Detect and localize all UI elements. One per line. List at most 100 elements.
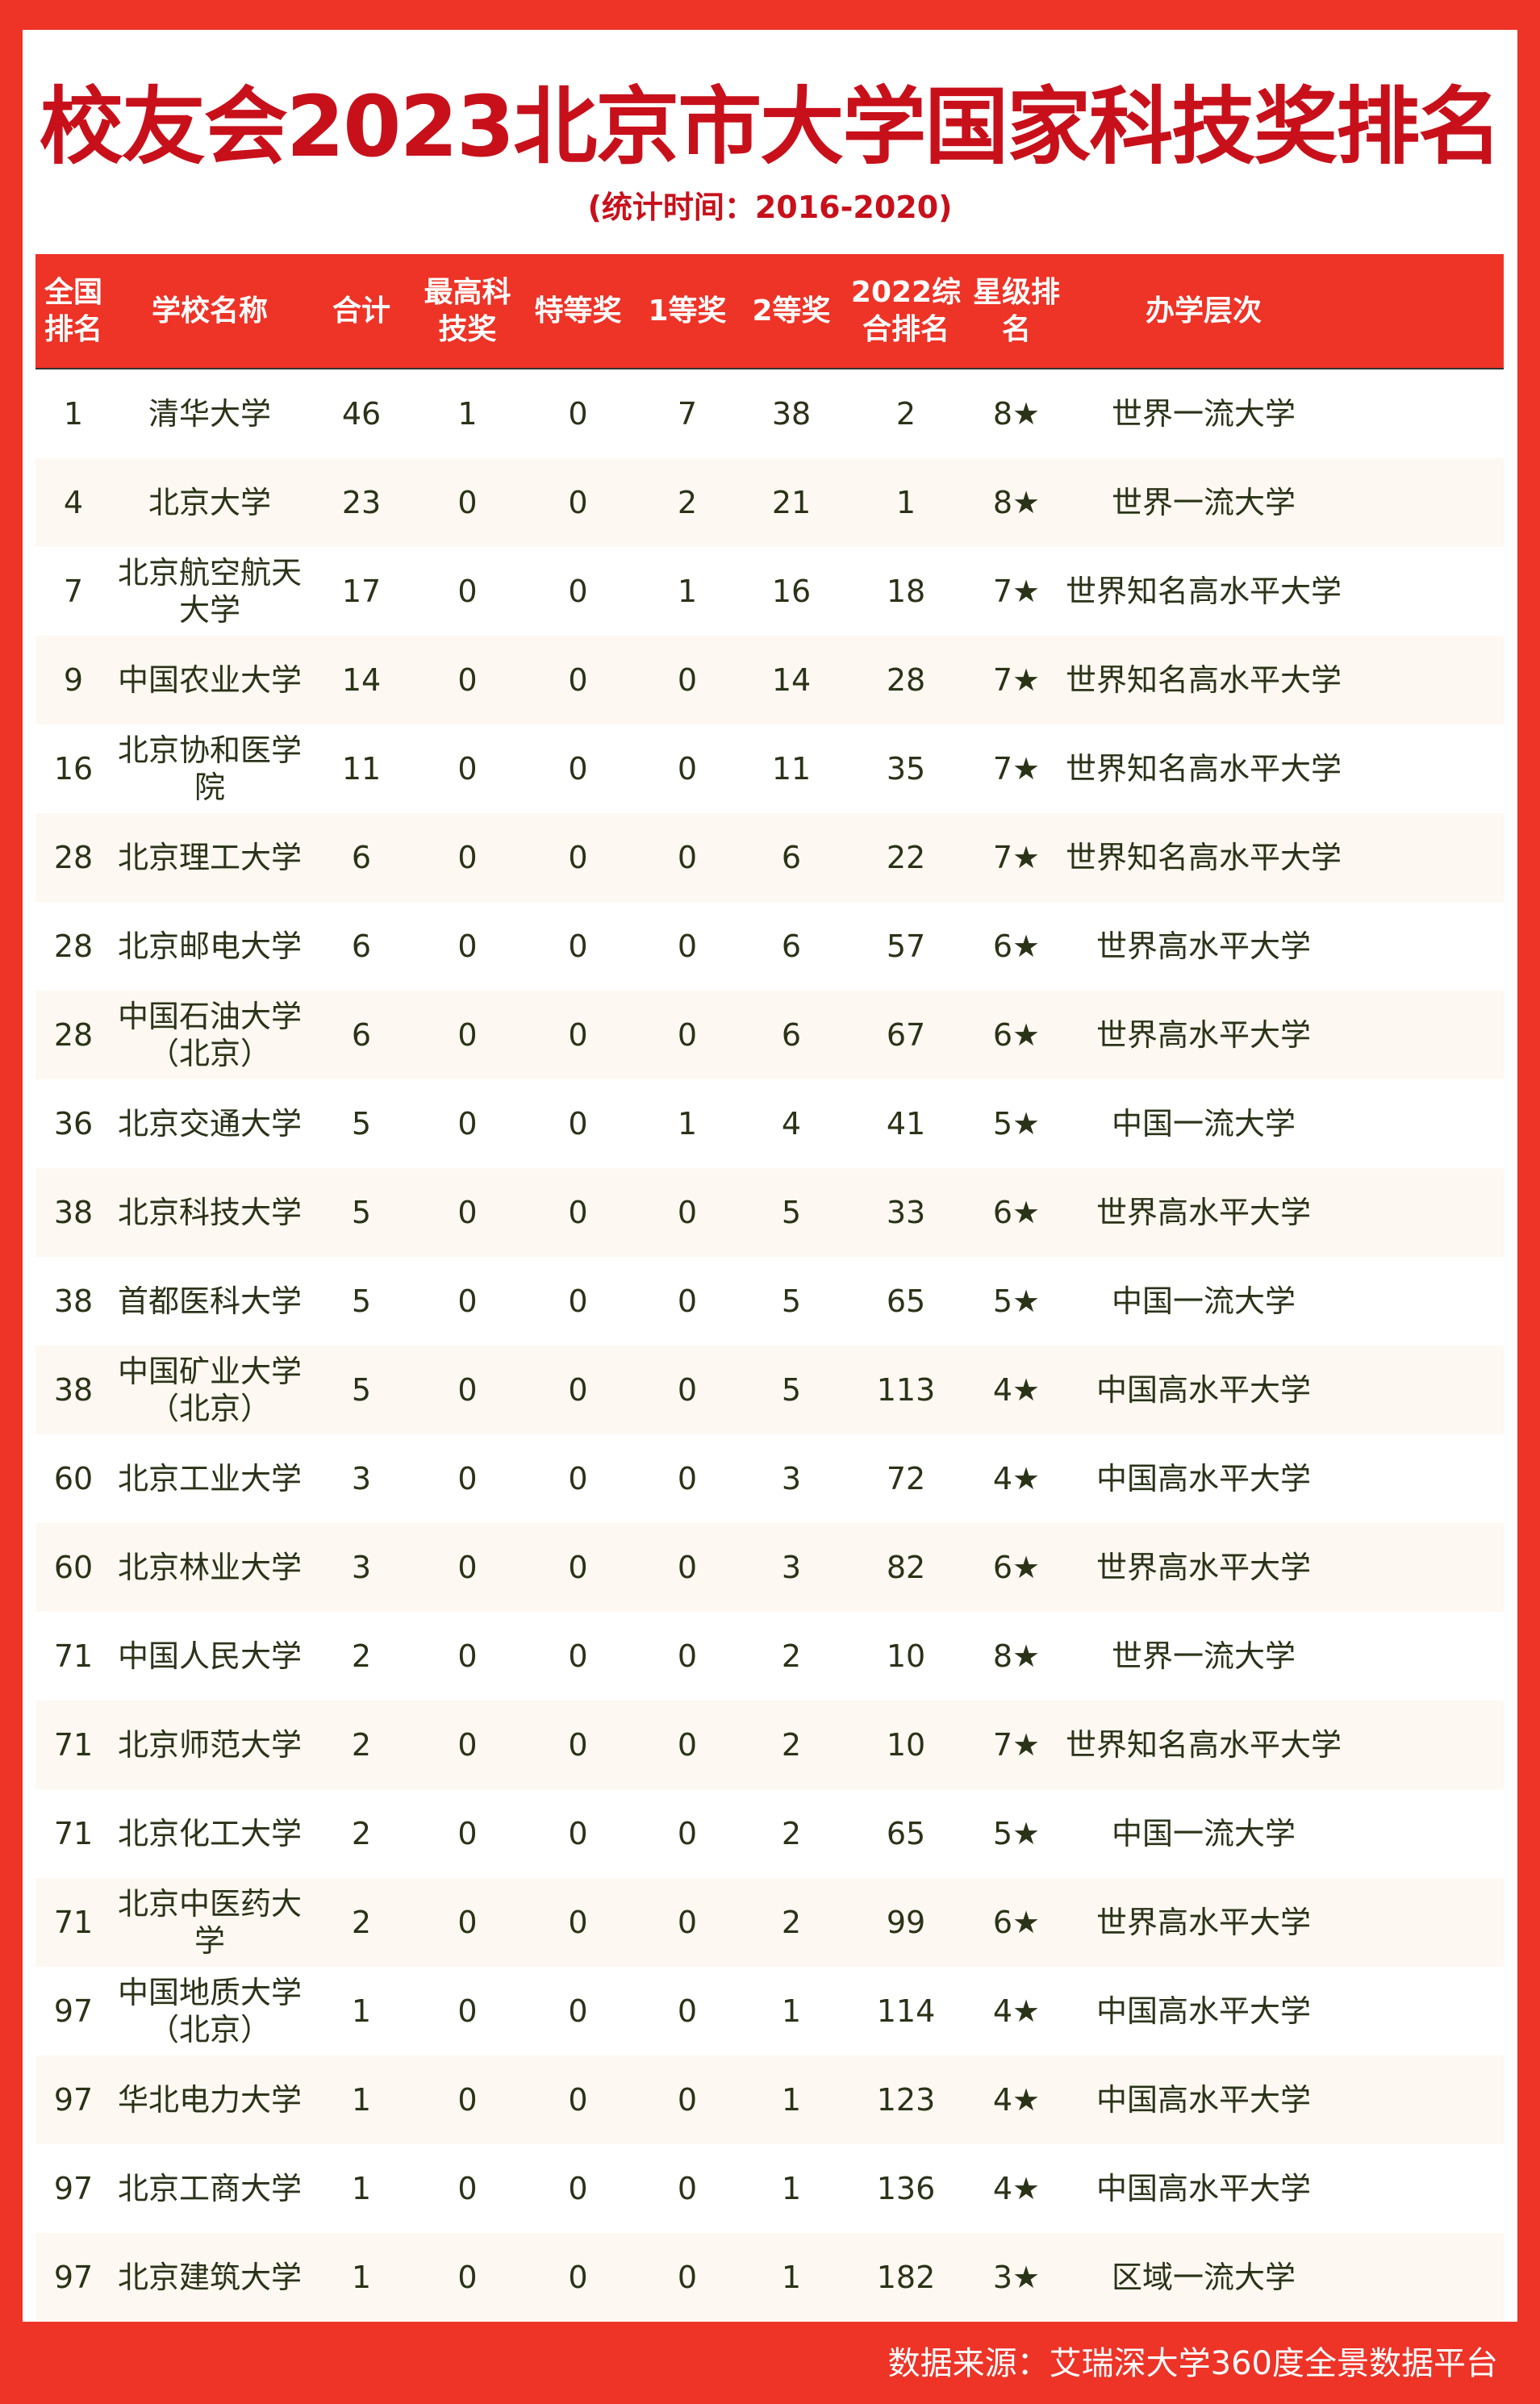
cell-second-prize: 1 bbox=[781, 2082, 802, 2118]
cell-rank-2022: 57 bbox=[886, 929, 926, 964]
header-first-prize: 1等奖 bbox=[648, 294, 727, 328]
cell-school-name: 北京建筑大学 bbox=[117, 2260, 302, 2295]
cell-special-prize: 0 bbox=[568, 1195, 588, 1230]
header-rank-2022: 2022综合排名 bbox=[850, 275, 962, 346]
cell-special-prize: 0 bbox=[568, 2260, 588, 2295]
cell-first-prize: 0 bbox=[677, 1993, 698, 2029]
cell-first-prize: 0 bbox=[677, 1816, 698, 1851]
table-row: 60 北京工业大学 3 0 0 0 3 72 4★ 中国高水平大学 bbox=[35, 1434, 1504, 1523]
cell-rank: 1 bbox=[63, 396, 84, 432]
cell-top-award: 0 bbox=[457, 1461, 478, 1496]
cell-rank: 97 bbox=[53, 2260, 94, 2295]
cell-special-prize: 0 bbox=[568, 485, 588, 520]
cell-first-prize: 0 bbox=[677, 2260, 698, 2295]
cell-rank: 28 bbox=[53, 929, 94, 964]
cell-second-prize: 4 bbox=[781, 1106, 802, 1141]
cell-rank-2022: 72 bbox=[886, 1461, 926, 1496]
cell-star-level: 6★ bbox=[992, 1017, 1041, 1053]
page-subtitle: (统计时间：2016-2020) bbox=[587, 190, 953, 225]
cell-rank: 16 bbox=[53, 751, 94, 787]
cell-second-prize: 38 bbox=[771, 396, 812, 432]
cell-rank-2022: 10 bbox=[886, 1727, 926, 1763]
cell-star-level: 7★ bbox=[992, 574, 1041, 609]
cell-rank: 60 bbox=[53, 1550, 94, 1585]
cell-first-prize: 1 bbox=[677, 574, 698, 609]
table-row: 97 中国地质大学（北京） 1 0 0 0 1 114 4★ 中国高水平大学 bbox=[35, 1967, 1504, 2056]
cell-school-level: 中国高水平大学 bbox=[1096, 1993, 1311, 2029]
cell-total: 1 bbox=[351, 2171, 372, 2206]
cell-special-prize: 0 bbox=[568, 396, 588, 432]
cell-first-prize: 0 bbox=[677, 662, 698, 698]
cell-top-award: 0 bbox=[457, 1638, 478, 1674]
cell-top-award: 0 bbox=[457, 1106, 478, 1141]
cell-school-name: 北京化工大学 bbox=[117, 1816, 302, 1851]
cell-school-level: 世界高水平大学 bbox=[1096, 1195, 1311, 1230]
cell-first-prize: 0 bbox=[677, 929, 698, 964]
cell-special-prize: 0 bbox=[568, 2082, 588, 2118]
cell-star-level: 4★ bbox=[992, 1461, 1041, 1496]
cell-school-level: 中国一流大学 bbox=[1111, 1106, 1296, 1141]
cell-school-name: 北京理工大学 bbox=[117, 840, 302, 875]
cell-special-prize: 0 bbox=[568, 574, 588, 609]
cell-top-award: 0 bbox=[457, 1283, 478, 1319]
cell-school-name: 北京交通大学 bbox=[117, 1106, 302, 1141]
table-row: 9 中国农业大学 14 0 0 0 14 28 7★ 世界知名高水平大学 bbox=[35, 636, 1504, 724]
table-row: 7 北京航空航天大学 17 0 0 1 16 18 7★ 世界知名高水平大学 bbox=[35, 547, 1504, 636]
cell-star-level: 4★ bbox=[992, 2082, 1041, 2118]
cell-school-name: 北京科技大学 bbox=[117, 1195, 302, 1230]
table-row: 28 北京邮电大学 6 0 0 0 6 57 6★ 世界高水平大学 bbox=[35, 902, 1504, 991]
cell-top-award: 1 bbox=[457, 396, 478, 432]
cell-first-prize: 7 bbox=[677, 396, 698, 432]
cell-top-award: 0 bbox=[457, 2082, 478, 2118]
cell-school-name: 北京中医药大学 bbox=[117, 1886, 302, 1959]
cell-rank: 71 bbox=[53, 1727, 94, 1763]
cell-top-award: 0 bbox=[457, 2171, 478, 2206]
cell-school-level: 世界高水平大学 bbox=[1096, 1550, 1311, 1585]
cell-second-prize: 5 bbox=[781, 1195, 802, 1230]
cell-rank: 97 bbox=[53, 2082, 94, 2118]
cell-total: 5 bbox=[351, 1283, 372, 1319]
data-source: 数据来源：艾瑞深大学360度全景数据平台 bbox=[887, 2345, 1498, 2382]
cell-school-level: 中国一流大学 bbox=[1111, 1816, 1296, 1851]
cell-first-prize: 0 bbox=[677, 2082, 698, 2118]
cell-total: 2 bbox=[351, 1727, 372, 1763]
cell-second-prize: 14 bbox=[771, 662, 812, 698]
cell-star-level: 5★ bbox=[992, 1816, 1041, 1851]
cell-top-award: 0 bbox=[457, 1905, 478, 1940]
cell-rank: 71 bbox=[53, 1638, 94, 1674]
cell-school-level: 中国高水平大学 bbox=[1096, 1372, 1311, 1408]
cell-special-prize: 0 bbox=[568, 929, 588, 964]
cell-star-level: 6★ bbox=[992, 929, 1041, 964]
table-row: 71 北京化工大学 2 0 0 0 2 65 5★ 中国一流大学 bbox=[35, 1789, 1504, 1878]
cell-rank: 38 bbox=[53, 1372, 94, 1408]
cell-rank-2022: 10 bbox=[886, 1638, 926, 1674]
cell-school-name: 中国人民大学 bbox=[117, 1638, 302, 1674]
cell-top-award: 0 bbox=[457, 2260, 478, 2295]
cell-total: 2 bbox=[351, 1905, 372, 1940]
cell-top-award: 0 bbox=[457, 1372, 478, 1408]
cell-rank: 97 bbox=[53, 1993, 94, 2029]
cell-rank: 7 bbox=[63, 574, 84, 609]
cell-top-award: 0 bbox=[457, 1017, 478, 1053]
cell-special-prize: 0 bbox=[568, 1017, 588, 1053]
header-school-level: 办学层次 bbox=[1145, 294, 1262, 328]
cell-star-level: 8★ bbox=[992, 485, 1041, 520]
table-row: 38 北京科技大学 5 0 0 0 5 33 6★ 世界高水平大学 bbox=[35, 1168, 1504, 1257]
cell-first-prize: 0 bbox=[677, 1283, 698, 1319]
header-total: 合计 bbox=[332, 294, 390, 328]
cell-rank: 28 bbox=[53, 1017, 94, 1053]
cell-star-level: 7★ bbox=[992, 1727, 1041, 1763]
cell-second-prize: 1 bbox=[781, 2260, 802, 2295]
cell-total: 5 bbox=[351, 1195, 372, 1230]
cell-first-prize: 0 bbox=[677, 1905, 698, 1940]
cell-top-award: 0 bbox=[457, 751, 478, 787]
cell-rank-2022: 136 bbox=[876, 2171, 936, 2206]
cell-first-prize: 0 bbox=[677, 1195, 698, 1230]
cell-special-prize: 0 bbox=[568, 751, 588, 787]
table-row: 28 中国石油大学（北京） 6 0 0 0 6 67 6★ 世界高水平大学 bbox=[35, 991, 1504, 1079]
cell-special-prize: 0 bbox=[568, 1283, 588, 1319]
cell-rank-2022: 123 bbox=[876, 2082, 936, 2118]
cell-school-level: 世界知名高水平大学 bbox=[1065, 1727, 1342, 1763]
cell-rank-2022: 65 bbox=[886, 1283, 926, 1319]
cell-school-name: 清华大学 bbox=[148, 396, 271, 432]
